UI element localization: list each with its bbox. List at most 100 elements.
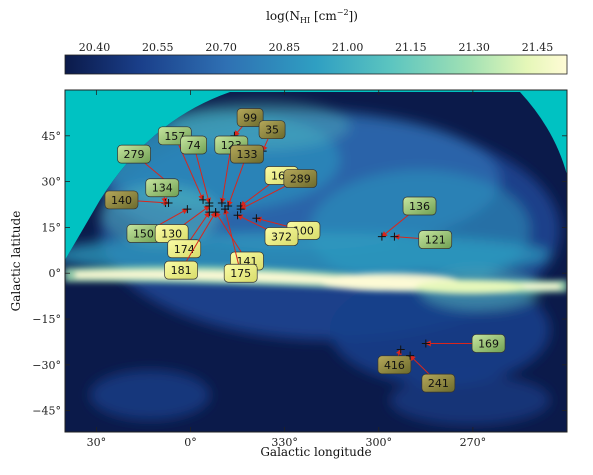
- sightline-marker: [390, 232, 399, 241]
- sightline-marker: [377, 232, 386, 241]
- sightline-label-box: [223, 263, 258, 283]
- y-axis-ticks: 45° 30° 15° 0° −15° −30° −45°: [32, 130, 567, 418]
- sightline-marker: [221, 205, 230, 214]
- sightline-label: 169: [478, 337, 499, 350]
- sightline-175: 175: [221, 205, 258, 283]
- sightline-74: 74: [180, 135, 214, 207]
- sightline-marker: [421, 339, 430, 348]
- sightline-372: 372: [233, 211, 299, 246]
- colorbar-label: log(NHI [cm−2]): [266, 8, 358, 25]
- y-axis-label: Galactic latitude: [9, 211, 23, 312]
- sightline-label: 35: [265, 124, 279, 137]
- colorbar-tick-label: 21.45: [522, 41, 554, 54]
- sightline-label-box: [283, 169, 318, 188]
- sightline-label-box: [418, 230, 453, 249]
- map-panel: 30° 0° 330° 300° 270° 45° 30° 15° 0° −15° −30° −45…: [32, 89, 568, 449]
- sightline-99: 99: [230, 108, 264, 140]
- sightline-289: 289: [236, 169, 318, 214]
- sightline-121: 121: [390, 230, 453, 249]
- sightline-label-box: [145, 178, 180, 198]
- sightline-label: 134: [152, 182, 173, 195]
- colorbar-tick-label: 20.85: [269, 41, 301, 54]
- colorbar-tick-label: 21.30: [458, 41, 490, 54]
- sightline-label: 241: [428, 377, 449, 390]
- sightline-arrow: [180, 211, 217, 271]
- sightline-label: 99: [243, 111, 257, 124]
- sightline-label-box: [180, 135, 207, 155]
- sightline-label-box: [258, 120, 286, 140]
- sightline-416: 416: [377, 345, 412, 375]
- sightline-241: 241: [406, 351, 456, 393]
- colorbar-ticks: 20.40 20.55 20.70 20.85 21.00 21.15 21.30 21.45: [79, 41, 553, 74]
- sightline-label: 121: [425, 234, 446, 247]
- sightline-133: 133: [224, 144, 264, 211]
- sightline-marker: [164, 198, 173, 207]
- y-tick-label: 15°: [42, 221, 62, 234]
- sightline-label-box: [236, 108, 264, 127]
- sightline-181: 181: [164, 208, 220, 280]
- sightline-arrow: [174, 135, 204, 201]
- sightline-label-box: [230, 144, 264, 164]
- sightline-label: 174: [174, 243, 195, 256]
- colorbar-tick-label: 20.70: [205, 41, 237, 54]
- y-tick-label: 45°: [42, 130, 62, 143]
- sightline-label-box: [104, 190, 139, 210]
- sightline-label-box: [377, 355, 412, 375]
- sightline-marker: [252, 214, 261, 223]
- colorbar-tick-label: 21.15: [395, 41, 427, 54]
- colorbar-gradient: [64, 54, 568, 75]
- colorbar: log(NHI [cm−2]) 20.40 20.55 20.70 20.85 21.0…: [64, 8, 568, 75]
- sightline-label: 150: [133, 228, 154, 241]
- y-tick-label: −30°: [32, 359, 61, 372]
- plot-frame: [64, 89, 568, 433]
- sightline-label: 140: [111, 194, 132, 207]
- sightline-label: 372: [271, 231, 292, 244]
- sightline-label-box: [421, 373, 456, 393]
- sightline-arrow: [219, 144, 232, 204]
- sightline-label-box: [264, 227, 299, 246]
- colorbar-tick-label: 20.40: [79, 41, 111, 54]
- sightline-arrow: [223, 208, 242, 274]
- sightline-label: 175: [230, 267, 251, 280]
- x-tick-label: 0°: [184, 436, 197, 449]
- x-axis-ticks: 30° 0° 330° 300° 270°: [87, 90, 487, 449]
- sightline-label-box: [164, 260, 198, 280]
- sightline-label: 133: [236, 148, 257, 161]
- sightline-marker: [211, 208, 220, 217]
- sightline-169: 169: [421, 334, 506, 353]
- sightline-label: 279: [124, 148, 145, 161]
- sightline-label-box: [471, 334, 506, 353]
- colorbar-tick-label: 21.00: [332, 41, 364, 54]
- y-tick-label: −15°: [32, 313, 61, 326]
- sightline-label: 74: [187, 139, 201, 152]
- sightline-174: 174: [167, 208, 214, 259]
- sightline-label: 416: [384, 359, 405, 372]
- sightline-arrow: [193, 144, 211, 204]
- sightline-134: 134: [145, 178, 180, 207]
- x-axis-label: Galactic longitude: [260, 445, 371, 459]
- sightline-140: 140: [104, 190, 173, 210]
- y-tick-label: −45°: [32, 405, 61, 418]
- sightline-label: 157: [164, 130, 185, 143]
- x-tick-label: 330°: [271, 436, 298, 449]
- x-tick-label: 270°: [460, 436, 487, 449]
- y-tick-label: 0°: [49, 267, 62, 280]
- x-tick-label: 30°: [87, 436, 107, 449]
- sightline-marker: [233, 211, 242, 220]
- sightline-label-box: [117, 144, 151, 164]
- sightline-label: 130: [161, 228, 182, 241]
- sightline-marker: [396, 345, 405, 354]
- x-tick-label: 300°: [366, 436, 393, 449]
- sightline-label: 289: [290, 173, 311, 186]
- colorbar-tick-label: 20.55: [142, 41, 174, 54]
- sightline-label: 136: [409, 200, 430, 213]
- sightline-marker: [183, 205, 192, 214]
- sightline-130: 130: [154, 202, 214, 243]
- sightline-label: 181: [171, 264, 192, 277]
- sightline-marker: [236, 205, 245, 214]
- sightline-35: 35: [258, 120, 286, 156]
- sightline-label-box: [167, 239, 202, 259]
- sightline-label-box: [402, 196, 437, 216]
